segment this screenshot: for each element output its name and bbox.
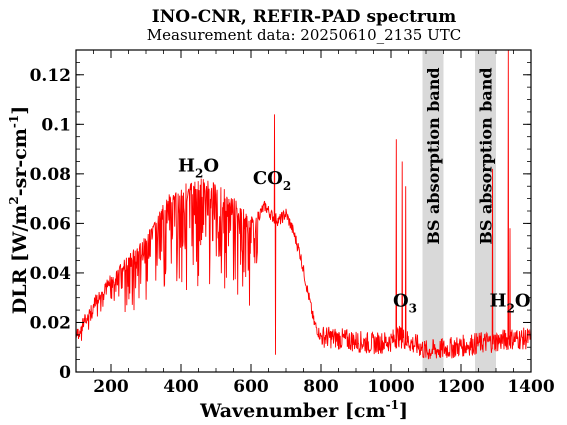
absorption-band-label-2: BS absorption band xyxy=(477,67,496,244)
annotation-4-base: H xyxy=(489,290,506,311)
chart-title: INO-CNR, REFIR-PAD spectrum xyxy=(152,7,456,27)
y-axis-label-p2: -sr-cm xyxy=(9,128,31,196)
x-tick-label-1200: 1200 xyxy=(437,377,484,397)
bands-layer: BS absorption band BS absorption band xyxy=(422,50,496,372)
y-tick-label-4: 0.08 xyxy=(30,165,71,185)
x-tick-label-400: 400 xyxy=(163,377,199,397)
annotation-2: CO2 xyxy=(253,168,291,193)
annotation-1-base: H xyxy=(178,155,195,176)
absorption-band-2 xyxy=(475,50,496,372)
x-tick-label-1400: 1400 xyxy=(507,377,554,397)
x-tick-label-1000: 1000 xyxy=(367,377,414,397)
annotation-2-base: CO xyxy=(253,168,283,189)
y-axis-label-sup1: 2 xyxy=(7,196,21,204)
x-ticks: 200 400 600 800 1000 1200 1400 xyxy=(75,50,555,397)
x-tick-label-200: 200 xyxy=(93,377,129,397)
y-tick-label-0: 0 xyxy=(59,363,71,383)
annotation-1-end: O xyxy=(203,155,219,176)
y-ticks: 0 0.02 0.04 0.06 0.08 0.1 0.12 xyxy=(30,49,531,383)
annotation-4: H2O xyxy=(489,290,530,315)
y-tick-label-5: 0.1 xyxy=(41,115,71,135)
x-tick-label-800: 800 xyxy=(303,377,339,397)
y-axis-label-p1: DLR [W/m xyxy=(9,205,31,315)
annotation-3: O3 xyxy=(393,290,417,315)
annotation-3-base: O xyxy=(393,290,409,311)
y-axis-label-p3: ] xyxy=(9,106,31,115)
x-tick-label-600: 600 xyxy=(233,377,269,397)
annotation-4-end: O xyxy=(515,290,531,311)
absorption-band-1 xyxy=(422,50,444,372)
y-tick-label-6: 0.12 xyxy=(30,66,71,86)
y-axis-label-sup2: -1 xyxy=(7,115,21,128)
chart-subtitle: Measurement data: 20250610_2135 UTC xyxy=(147,26,461,44)
y-axis-label: DLR [W/m2-sr-cm-1] xyxy=(7,106,31,314)
annotation-3-sub: 3 xyxy=(409,301,417,315)
x-axis-label-sup: -1 xyxy=(386,398,399,412)
annotation-1-sub: 2 xyxy=(195,166,203,180)
x-axis-label-base: Wavenumber [cm xyxy=(199,400,386,422)
x-axis-label: Wavenumber [cm-1] xyxy=(199,398,408,422)
spectrum-line xyxy=(75,49,532,360)
absorption-band-label-1: BS absorption band xyxy=(424,67,443,244)
series-layer xyxy=(75,49,532,360)
y-tick-label-1: 0.02 xyxy=(30,313,71,333)
y-tick-label-2: 0.04 xyxy=(30,264,72,284)
y-tick-label-3: 0.06 xyxy=(30,214,71,234)
annotation-1: H2O xyxy=(178,155,219,180)
plot-frame xyxy=(75,49,532,373)
x-axis-label-end: ] xyxy=(399,400,408,422)
annotation-2-sub: 2 xyxy=(283,179,291,193)
annotation-4-sub: 2 xyxy=(506,301,514,315)
